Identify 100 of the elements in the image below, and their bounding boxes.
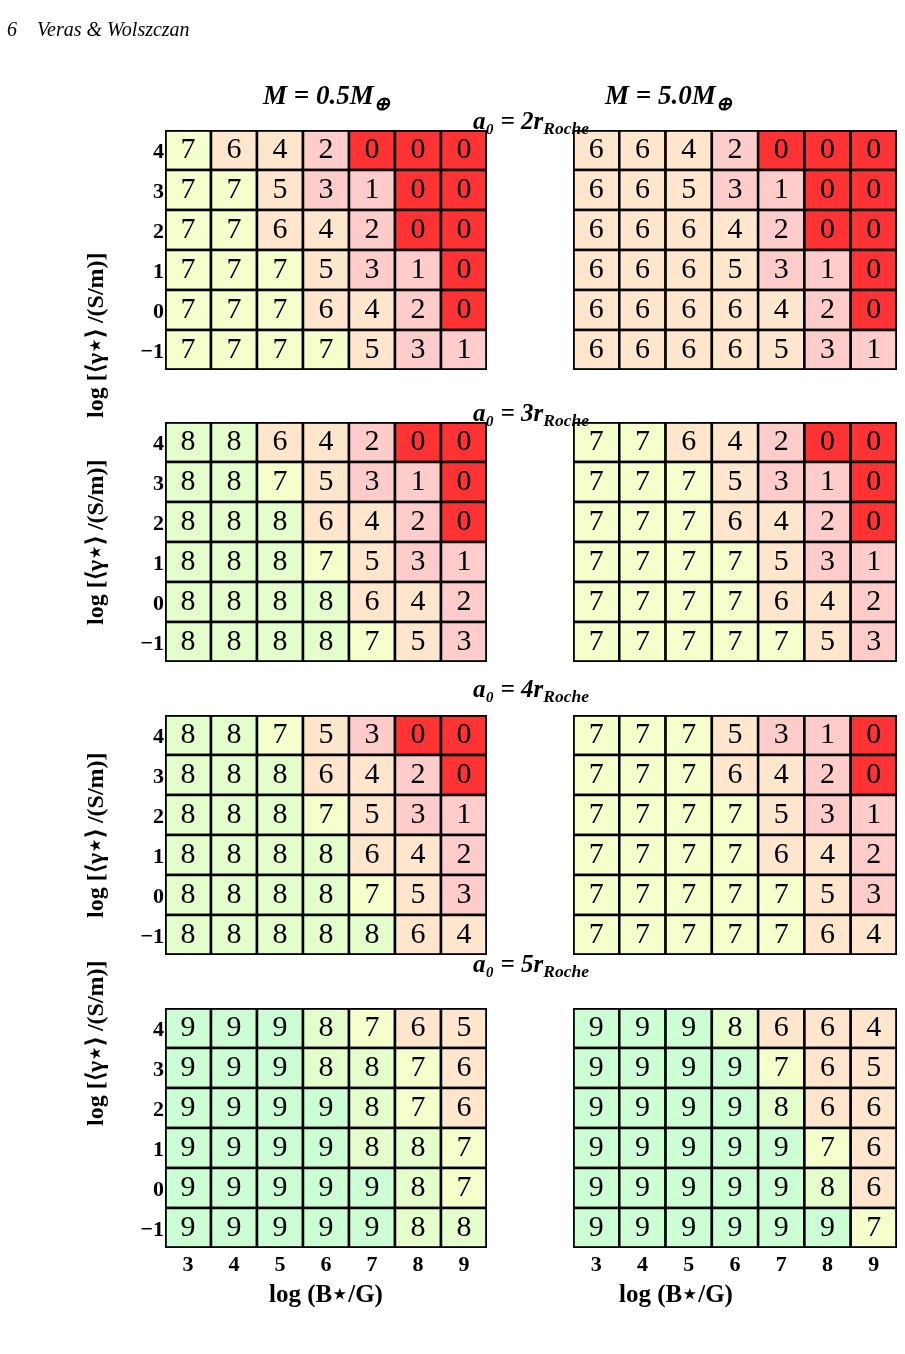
y-tick-label: 0 (153, 297, 164, 323)
data-label: 6 (318, 290, 334, 324)
x-tick-label: 6 (729, 1251, 741, 1276)
data-label: 9 (180, 1128, 196, 1162)
data-label: 9 (727, 1168, 743, 1202)
data-label: 3 (773, 250, 789, 284)
data-label: 2 (727, 130, 743, 164)
data-label: 7 (681, 915, 697, 949)
data-label: 5 (318, 250, 334, 284)
data-label: 7 (226, 170, 242, 204)
data-label: 0 (410, 422, 426, 456)
data-label: 1 (866, 542, 882, 576)
data-label: 7 (364, 1008, 380, 1042)
data-label: 0 (866, 715, 882, 749)
data-label: 9 (773, 1208, 789, 1242)
data-label: 7 (588, 795, 604, 829)
y-axis-title: log [⟨γ⋆⟩ /(S/m)] (82, 252, 108, 418)
y-tick-label: 4 (153, 137, 164, 163)
data-label: 5 (866, 1048, 882, 1082)
data-label: 0 (866, 755, 882, 789)
data-label: 7 (318, 330, 334, 364)
data-label: 4 (820, 582, 836, 616)
x-tick-label: 6 (320, 1251, 332, 1276)
data-label: 7 (180, 290, 196, 324)
data-label: 9 (588, 1208, 604, 1242)
data-label: 6 (318, 502, 334, 536)
y-tick-label: 1 (153, 1135, 164, 1161)
data-label: 6 (773, 1008, 789, 1042)
data-label: 8 (226, 835, 242, 869)
data-label: 5 (820, 622, 836, 656)
data-label: 3 (410, 795, 426, 829)
data-label: 8 (180, 582, 196, 616)
data-label: 5 (681, 170, 697, 204)
data-label: 8 (272, 582, 288, 616)
data-label: 0 (456, 250, 472, 284)
data-label: 8 (180, 795, 196, 829)
data-label: 6 (634, 290, 650, 324)
data-label: 8 (410, 1168, 426, 1202)
data-label: 9 (226, 1008, 242, 1042)
x-tick-label: 8 (412, 1251, 424, 1276)
data-label: 5 (410, 875, 426, 909)
data-label: 5 (727, 715, 743, 749)
data-label: 0 (820, 210, 836, 244)
data-label: 4 (773, 502, 789, 536)
y-tick-label: 2 (153, 509, 164, 535)
data-label: 9 (272, 1088, 288, 1122)
data-label: 0 (773, 130, 789, 164)
data-label: 5 (773, 795, 789, 829)
y-tick-label: 4 (153, 1015, 164, 1041)
x-tick-label: 5 (274, 1251, 286, 1276)
data-label: 9 (681, 1168, 697, 1202)
chart-subtitle: a₀ = 2r$_{Roche}$ (473, 107, 590, 139)
data-label: 4 (727, 210, 743, 244)
data-label: 3 (773, 462, 789, 496)
data-label: 4 (318, 422, 334, 456)
data-label: 3 (364, 250, 380, 284)
data-label: 5 (318, 715, 334, 749)
data-label: 4 (773, 755, 789, 789)
data-label: 7 (681, 835, 697, 869)
data-label: 3 (364, 462, 380, 496)
data-label: 6 (634, 250, 650, 284)
data-label: 5 (773, 330, 789, 364)
data-label: 6 (588, 170, 604, 204)
data-label: 7 (634, 715, 650, 749)
data-label: 8 (410, 1208, 426, 1242)
data-label: 4 (456, 915, 472, 949)
data-label: 0 (456, 715, 472, 749)
data-label: 9 (681, 1128, 697, 1162)
data-label: 8 (318, 582, 334, 616)
data-label: 6 (727, 755, 743, 789)
data-label: 6 (727, 290, 743, 324)
data-label: 5 (773, 542, 789, 576)
data-label: 7 (364, 622, 380, 656)
data-label: 7 (588, 755, 604, 789)
y-tick-label: 3 (153, 1055, 164, 1081)
x-tick-label: 7 (775, 1251, 787, 1276)
data-label: 1 (410, 462, 426, 496)
chart-subtitle: a₀ = 3r$_{Roche}$ (473, 399, 590, 431)
data-label: 5 (727, 462, 743, 496)
data-label: 3 (456, 622, 472, 656)
data-label: 9 (272, 1128, 288, 1162)
data-label: 9 (318, 1128, 334, 1162)
data-label: 6 (820, 915, 836, 949)
data-label: 7 (634, 502, 650, 536)
data-label: 6 (634, 210, 650, 244)
data-label: 4 (364, 502, 380, 536)
data-label: 1 (456, 330, 472, 364)
y-tick-label: −1 (140, 1215, 164, 1241)
data-label: 0 (866, 422, 882, 456)
data-label: 9 (318, 1168, 334, 1202)
data-label: 8 (364, 915, 380, 949)
data-label: 9 (180, 1168, 196, 1202)
data-label: 7 (634, 462, 650, 496)
data-label: 7 (634, 795, 650, 829)
x-tick-label: 3 (590, 1251, 602, 1276)
data-label: 6 (272, 210, 288, 244)
data-label: 9 (272, 1168, 288, 1202)
data-label: 5 (364, 795, 380, 829)
data-label: 9 (180, 1048, 196, 1082)
data-label: 9 (272, 1008, 288, 1042)
